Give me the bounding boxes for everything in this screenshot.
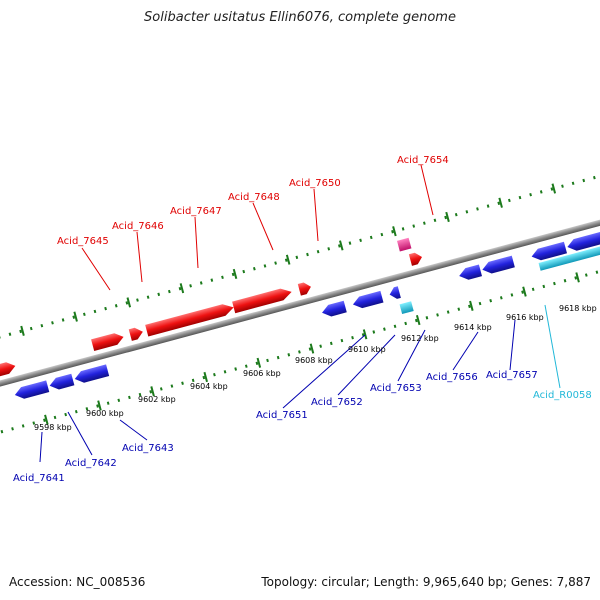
tick-mark [73, 311, 78, 322]
tick-mark [522, 286, 527, 297]
tick-mark [150, 386, 155, 397]
tick-label: 9604 kbp [190, 382, 228, 391]
gene-label-acid-7641[interactable]: Acid_7641 [13, 473, 65, 484]
gene-label-acid-7656[interactable]: Acid_7656 [426, 372, 478, 383]
gene-arrow-acid-7642[interactable] [48, 373, 75, 392]
gene-arrow-acid-7647[interactable] [145, 302, 235, 337]
tick-mark [575, 272, 580, 283]
gene-arrow-acid-7653[interactable] [388, 286, 401, 300]
gene-arrow-acid-7656[interactable] [458, 264, 483, 281]
gene-label-acid-7654[interactable]: Acid_7654 [397, 155, 449, 166]
reverse-genes [13, 231, 600, 400]
tick-mark [415, 314, 421, 326]
gene-arrow-forward[interactable] [0, 360, 17, 382]
tick-label: 9614 kbp [454, 323, 492, 332]
tick-mark [20, 325, 25, 336]
gene-label-acid-7651[interactable]: Acid_7651 [256, 410, 308, 421]
gene-label-acid-7657[interactable]: Acid_7657 [486, 370, 538, 381]
accession-text: Accession: NC_008536 [9, 575, 146, 589]
gene-arrow-acid-7646[interactable] [128, 326, 145, 341]
gene-arrow-acid-7657[interactable] [481, 255, 515, 276]
gene-arrow-acid-7645[interactable] [91, 331, 125, 352]
gene-arrow-acid-7652[interactable] [351, 290, 384, 310]
gene-arrow-acid-7654[interactable] [408, 251, 424, 266]
gene-labels: Acid_7645 Acid_7646 Acid_7647 Acid_7648 … [13, 155, 592, 484]
tick-mark [203, 371, 208, 383]
rna-feature-acid-7654[interactable] [397, 237, 412, 252]
gene-label-acid-r0058[interactable]: Acid_R0058 [533, 390, 592, 401]
gene-arrow-acid-7650[interactable] [297, 281, 313, 296]
gene-label-acid-7648[interactable]: Acid_7648 [228, 192, 280, 203]
tick-label: 9618 kbp [559, 304, 597, 313]
axis-tick-labels: 9598 kbp 9600 kbp 9602 kbp 9604 kbp 9606… [34, 304, 597, 432]
gene-label-acid-7647[interactable]: Acid_7647 [170, 206, 222, 217]
genome-track [0, 154, 600, 454]
gene-label-acid-7652[interactable]: Acid_7652 [311, 397, 363, 408]
genome-summary-text: Topology: circular; Length: 9,965,640 bp… [261, 575, 591, 589]
tick-label: 9600 kbp [86, 409, 124, 418]
tick-label: 9612 kbp [401, 334, 439, 343]
tick-mark [285, 254, 291, 265]
tick-mark [256, 357, 262, 368]
label-leaders [39, 164, 561, 463]
map-title: Solibacter usitatus Ellin6076, complete … [144, 10, 456, 25]
tick-label: 9598 kbp [34, 423, 72, 432]
tick-label: 9608 kbp [295, 356, 333, 365]
tick-mark [97, 400, 102, 411]
tick-mark [309, 343, 315, 354]
tick-label: 9610 kbp [348, 345, 386, 354]
tick-mark [362, 329, 368, 340]
rna-feature-acid-r0058[interactable] [538, 244, 600, 271]
tick-mark [469, 300, 474, 311]
tick-mark [339, 240, 344, 251]
gene-label-acid-7653[interactable]: Acid_7653 [370, 383, 422, 394]
reverse-scale-dots [0, 243, 600, 454]
rna-feature-acid-7653[interactable] [399, 301, 414, 315]
tick-mark [551, 183, 557, 194]
forward-genes [0, 237, 424, 382]
tick-mark [179, 283, 185, 294]
gene-arrow-acid-7641[interactable] [13, 380, 50, 400]
gene-arrow-acid-7648[interactable] [232, 286, 293, 314]
gene-arrow-acid-7651[interactable] [320, 300, 347, 319]
tick-mark [126, 297, 132, 308]
gene-label-acid-7642[interactable]: Acid_7642 [65, 458, 117, 469]
tick-label: 9616 kbp [506, 313, 544, 322]
tick-label: 9606 kbp [243, 369, 281, 378]
gene-arrow-acid-7643[interactable] [73, 364, 110, 384]
gene-label-acid-7646[interactable]: Acid_7646 [112, 221, 164, 232]
tick-mark [44, 414, 49, 425]
gene-arrow-reverse[interactable] [530, 241, 568, 263]
gene-label-acid-7643[interactable]: Acid_7643 [122, 443, 174, 454]
genome-backbone [0, 196, 600, 410]
tick-mark [498, 197, 503, 208]
gene-label-acid-7650[interactable]: Acid_7650 [289, 178, 341, 189]
tick-label: 9602 kbp [138, 395, 176, 404]
gene-arrow-reverse[interactable] [566, 231, 600, 252]
tick-mark [445, 211, 450, 223]
tick-mark [392, 226, 397, 237]
reverse-scale-ticks [44, 272, 580, 425]
forward-scale-dots [0, 154, 600, 365]
tick-mark [232, 268, 238, 280]
forward-scale-ticks [20, 183, 557, 336]
gene-label-acid-7645[interactable]: Acid_7645 [57, 236, 109, 247]
